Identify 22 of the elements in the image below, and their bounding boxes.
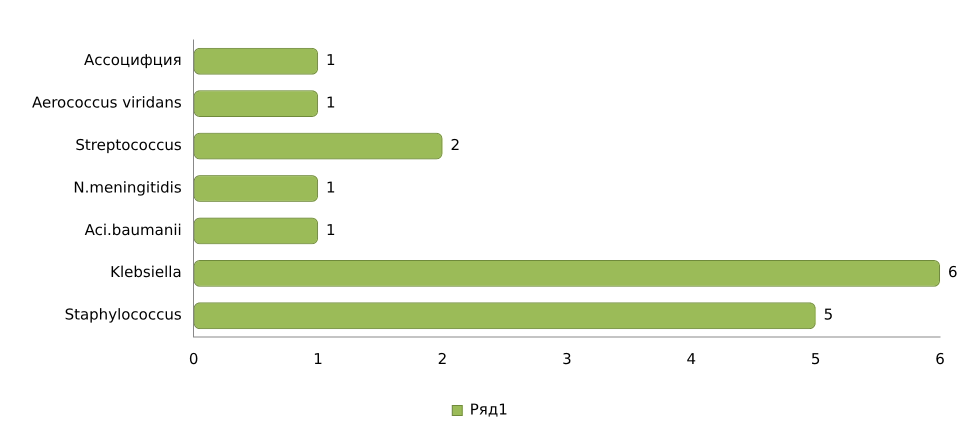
y-tick-label: Aci.baumanii [84,220,182,239]
x-tick-label: 0 [188,350,198,368]
y-tick-label: Aerococcus viridans [32,94,182,112]
x-tick-label: 2 [438,350,448,368]
data-label: 1 [326,51,336,70]
data-label: 6 [948,263,958,282]
data-label: 2 [450,136,460,154]
legend-label: Ряд1 [470,400,508,418]
x-tick-label: 5 [810,350,820,368]
y-tick-label: N.meningitidis [73,178,182,196]
y-tick-label: Staphylococcus [64,306,182,324]
y-tick-label: Streptococcus [75,136,182,154]
data-label: 1 [326,220,336,239]
x-tick-label: 1 [313,350,323,368]
data-label: 1 [326,178,336,196]
x-tick-label: 4 [686,350,696,368]
y-tick-label: Klebsiella [110,263,182,282]
data-label: 5 [824,306,834,324]
x-tick-label: 3 [562,350,572,368]
x-tick-label: 6 [935,350,945,368]
y-tick-label: Ассоцифция [84,51,182,70]
data-label: 1 [326,94,336,112]
